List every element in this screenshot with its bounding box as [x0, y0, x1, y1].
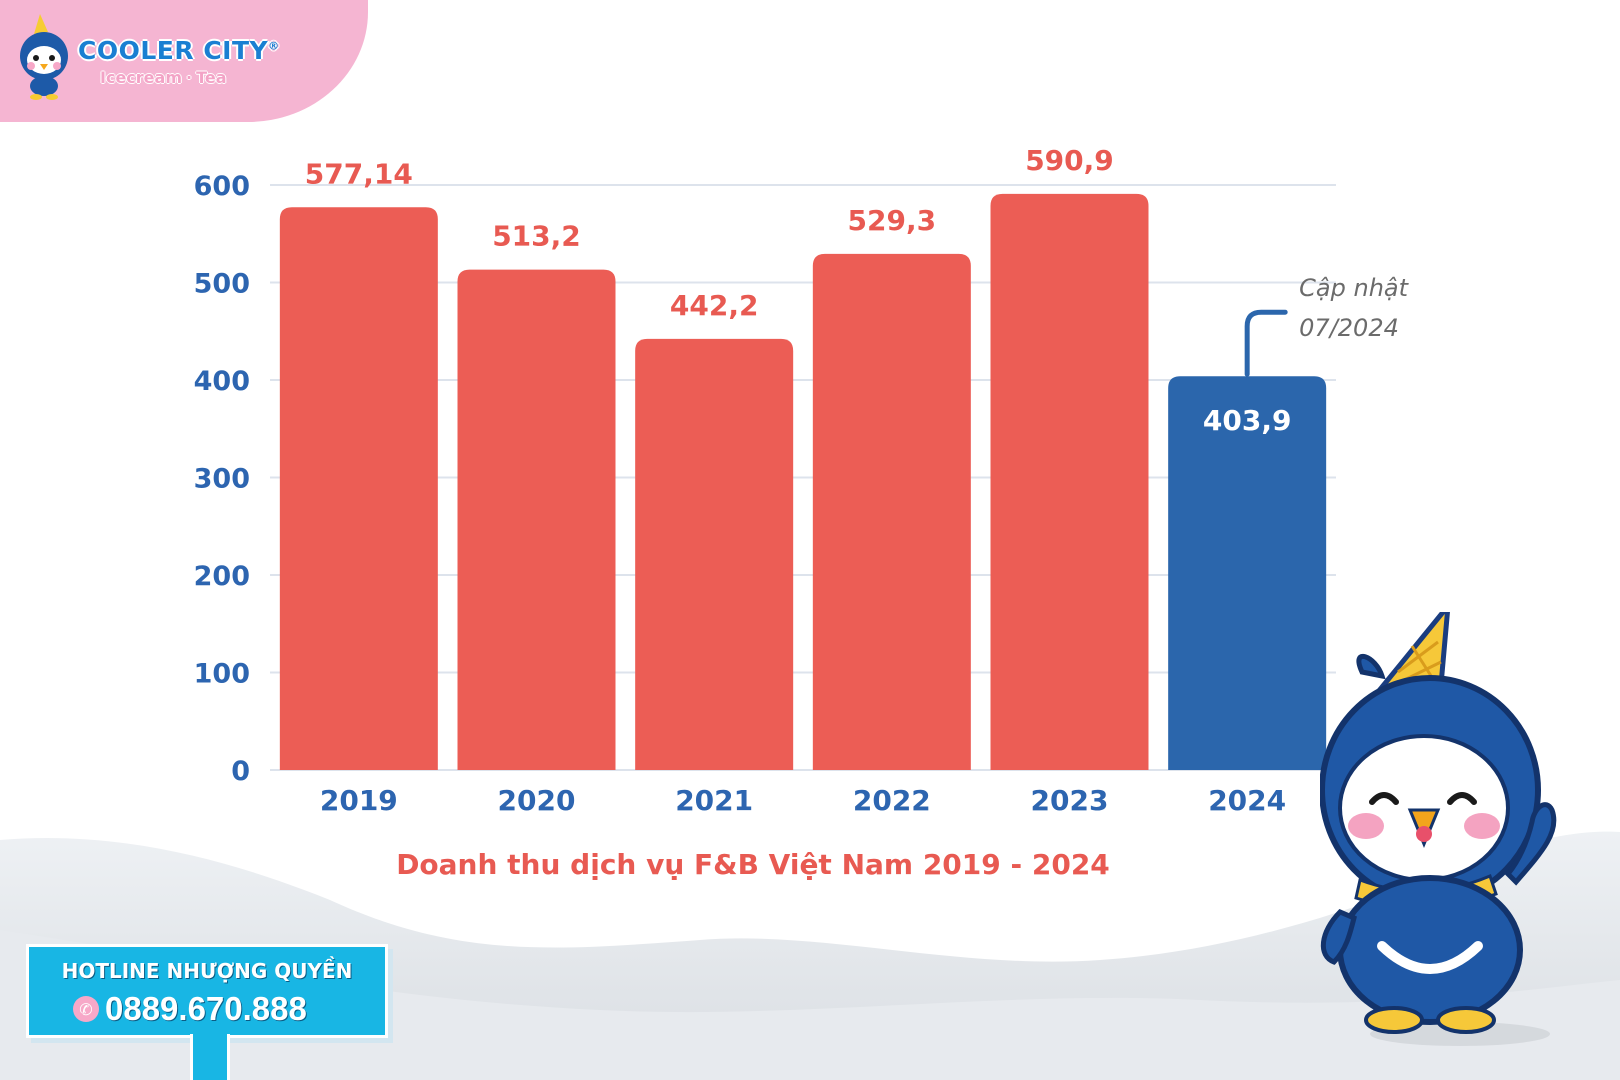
hotline-title: HOTLINE NHƯỢNG QUYỀN: [61, 959, 353, 983]
brand-name: COOLER CITY®: [78, 36, 280, 65]
y-tick-label: 100: [194, 659, 250, 690]
chart-title: Doanh thu dịch vụ F&B Việt Nam 2019 - 20…: [396, 848, 1110, 881]
y-tick-label: 600: [194, 171, 250, 202]
brand-banner: COOLER CITY® Icecream · Tea: [0, 0, 368, 122]
hotline-sign: HOTLINE NHƯỢNG QUYỀN ✆ 0889.670.888: [26, 944, 388, 1038]
hotline-phone-number[interactable]: 0889.670.888: [105, 990, 307, 1027]
hotline-phone-row[interactable]: ✆ 0889.670.888: [73, 990, 307, 1027]
y-tick-label: 200: [194, 561, 250, 592]
data-label: 403,9: [1203, 404, 1292, 437]
x-tick-label: 2022: [853, 784, 931, 817]
y-tick-label: 300: [194, 464, 250, 495]
bar: [990, 193, 1149, 770]
phone-icon: ✆: [73, 996, 99, 1022]
penguin-mascot-icon: [20, 14, 68, 100]
x-tick-label: 2021: [675, 784, 753, 817]
bar: [279, 207, 438, 770]
data-label: 513,2: [492, 220, 581, 253]
annotation-connector: [1244, 309, 1288, 377]
data-label: 442,2: [670, 289, 759, 322]
brand-tagline: Icecream · Tea: [100, 68, 227, 87]
data-label: 577,14: [305, 157, 413, 190]
annotation-line-1: Cập nhật: [1299, 274, 1409, 302]
sign-pole: [190, 1034, 230, 1080]
x-tick-label: 2019: [320, 784, 398, 817]
bar: [635, 338, 794, 770]
penguin-mascot-icon: [1320, 612, 1557, 1046]
x-tick-label: 2024: [1208, 784, 1286, 817]
bar: [457, 269, 616, 770]
data-label: 590,9: [1025, 144, 1114, 177]
x-tick-label: 2020: [498, 784, 576, 817]
data-label: 529,3: [848, 204, 937, 237]
y-tick-label: 500: [194, 269, 250, 300]
annotation-line-2: 07/2024: [1299, 314, 1399, 342]
y-tick-label: 0: [231, 756, 250, 787]
y-tick-label: 400: [194, 366, 250, 397]
bar: [812, 253, 971, 770]
x-tick-label: 2023: [1031, 784, 1109, 817]
bar: [1168, 376, 1327, 770]
